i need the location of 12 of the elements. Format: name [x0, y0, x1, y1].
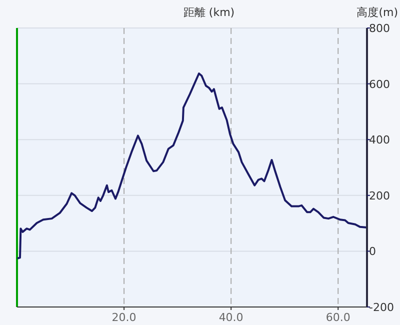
x-tick-label: 60.0 [326, 311, 350, 324]
y-tick-label: 200 [369, 189, 390, 202]
y-tick-label: 600 [369, 78, 390, 91]
y-tick-label: 800 [369, 22, 390, 35]
y-tick-label: 0 [369, 245, 376, 258]
line-series [16, 72, 368, 260]
y-tick-label: 400 [369, 134, 390, 147]
x-tick-label: 40.0 [218, 311, 244, 324]
x-axis-title: 距離 (km) [183, 6, 235, 19]
x-tick-label: 20.0 [112, 311, 136, 324]
y-tick-label: -200 [369, 301, 394, 314]
y-axis-title: 高度(m) [356, 6, 398, 19]
